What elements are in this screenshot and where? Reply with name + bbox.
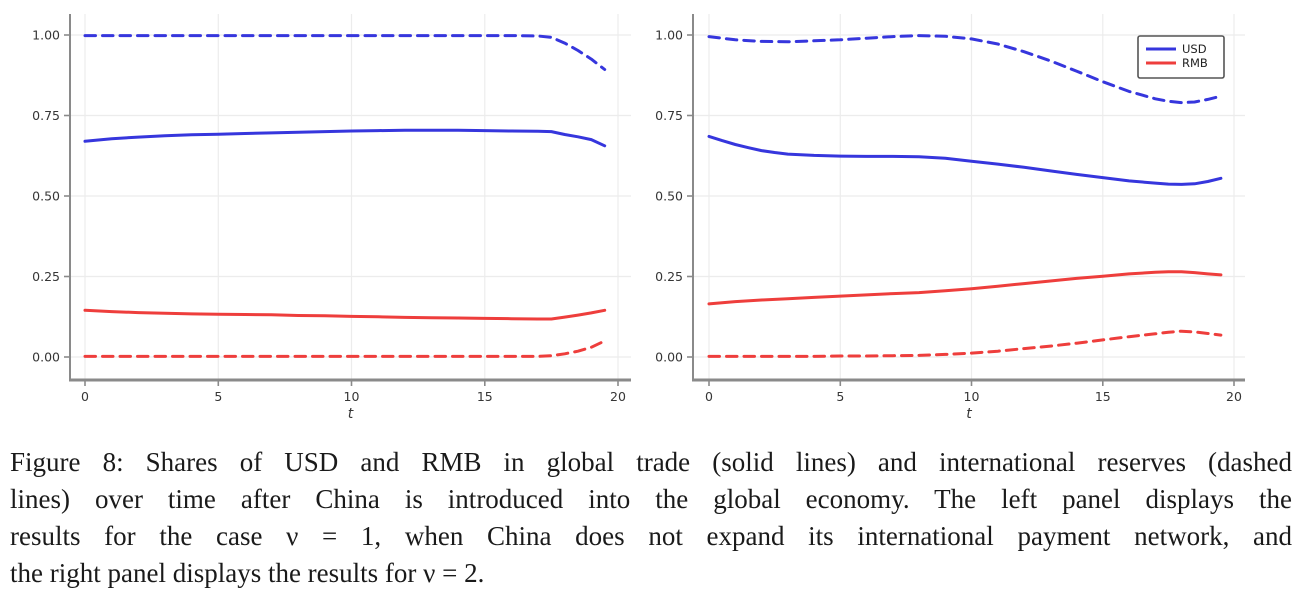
x-axis-label: t [966, 406, 972, 420]
x-tick-label: 0 [705, 389, 713, 404]
figure-caption: Figure 8: Shares of USD and RMB in globa… [10, 444, 1292, 592]
figure-panels: 0.00 0.25 0.50 0.75 1.00 0 5 10 15 20 t 0.00 0.25 0.… [32, 14, 1245, 420]
y-tick-label: 0.00 [655, 350, 683, 365]
caption-line-3: results for the case ν = 1, when China d… [10, 521, 1292, 551]
legend-label-usd: USD [1182, 42, 1207, 56]
caption-line-2: lines) over time after China is introduc… [10, 484, 1292, 514]
legend-label-rmb: RMB [1182, 56, 1208, 70]
x-tick-label: 10 [964, 389, 980, 404]
chart-left-panel: 0.00 0.25 0.50 0.75 1.00 0 5 10 15 20 t [32, 14, 631, 420]
series-line-rmb-reserves-dashed [83, 339, 607, 358]
x-tick-label: 5 [836, 389, 844, 404]
x-tick-label: 15 [1095, 389, 1111, 404]
series-line-usd-reserves-dashed [707, 34, 1223, 105]
x-tick-label: 20 [1226, 389, 1242, 404]
series-line-usd-reserves-dashed [83, 34, 607, 71]
x-tick-label: 15 [477, 389, 493, 404]
y-tick-label: 0.25 [32, 269, 60, 284]
series-line-rmb-reserves-dashed [707, 329, 1223, 358]
y-tick-label: 1.00 [655, 28, 683, 43]
series-line-rmb-trade-solid [83, 308, 607, 321]
y-tick-label: 0.75 [655, 108, 683, 123]
series-line-rmb-trade-solid [707, 270, 1223, 306]
x-tick-label: 10 [344, 389, 360, 404]
x-axis-label: t [348, 406, 354, 420]
x-tick-label: 20 [610, 389, 626, 404]
y-tick-label: 0.00 [32, 350, 60, 365]
series-line-usd-trade-solid [707, 134, 1223, 186]
x-tick-label: 5 [214, 389, 222, 404]
y-tick-label: 1.00 [32, 28, 60, 43]
legend-box [1137, 35, 1225, 79]
y-tick-label: 0.75 [32, 108, 60, 123]
x-tick-label: 0 [81, 389, 89, 404]
caption-line-1: Figure 8: Shares of USD and RMB in globa… [10, 447, 1292, 477]
y-tick-label: 0.25 [655, 269, 683, 284]
y-tick-label: 0.50 [32, 189, 60, 204]
caption-line-4: the right panel displays the results for… [10, 558, 485, 588]
y-tick-label: 0.50 [655, 189, 683, 204]
series-line-usd-trade-solid [83, 128, 607, 148]
